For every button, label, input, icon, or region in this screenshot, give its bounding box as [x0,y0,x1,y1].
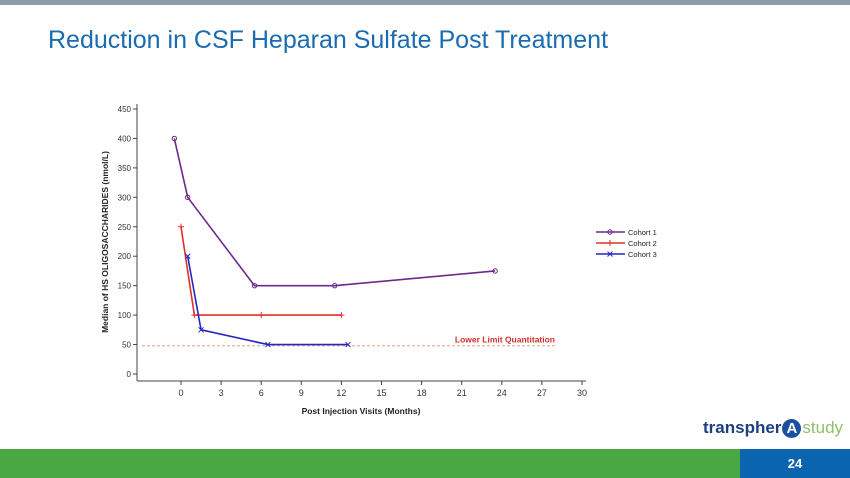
cohort-2-point [191,312,198,319]
lower-limit-label: Lower Limit Quantitation [455,335,555,345]
y-tick-label: 400 [118,134,132,143]
legend-marker-cohort-1 [607,229,613,235]
x-tick-label: 3 [219,388,224,398]
x-tick-label: 0 [178,388,183,398]
cohort-1-point [251,282,258,289]
y-axis-label: Median of HS OLIGOSACCHARIDES (nmol/L) [100,151,110,333]
x-tick-label: 24 [497,388,507,398]
cohort-1-line [173,138,496,287]
legend-label-cohort-3: Cohort 3 [628,250,657,259]
logo-text-2: study [802,418,844,437]
y-tick-label: 300 [118,193,132,202]
cohort-3-point [184,253,191,260]
x-tick-label: 27 [537,388,547,398]
cohort-2-point [258,312,265,319]
x-tick-label: 21 [457,388,467,398]
y-tick-label: 150 [118,282,132,291]
x-tick-label: 6 [259,388,264,398]
cohort-2-line [180,226,342,316]
legend-marker-cohort-2 [607,240,613,246]
cohort-1-point [184,194,191,201]
x-tick-label: 18 [417,388,427,398]
cohort-1-point [171,135,178,142]
cohort-3-point [345,341,351,348]
legend-label-cohort-1: Cohort 1 [628,228,657,237]
cohort-2-point [338,312,345,319]
y-tick-label: 450 [118,105,132,114]
cohort-3-line [186,256,349,346]
y-tick-label: 200 [118,252,132,261]
cohort-3-point [265,341,271,348]
page-title: Reduction in CSF Heparan Sulfate Post Tr… [48,26,609,54]
logo-mark: A [782,418,802,438]
transphera-logo: transpher A study [703,418,843,438]
x-tick-label: 12 [336,388,346,398]
y-tick-label: 0 [127,370,132,379]
logo-text-1: transpher [703,418,782,437]
cohort-1-point [332,282,338,289]
cohort-3-point [198,326,204,333]
cohort-2-point [178,223,184,230]
x-tick-label: 15 [376,388,386,398]
x-tick-label: 30 [577,388,587,398]
y-tick-label: 100 [118,311,132,320]
x-axis-label: Post Injection Visits (Months) [302,406,421,416]
top-bar [0,0,850,5]
cohort-1-point [492,268,498,274]
y-tick-label: 250 [118,223,132,232]
y-tick-label: 350 [118,164,132,173]
y-tick-label: 50 [122,341,131,350]
footer-bar [0,449,740,478]
x-tick-label: 9 [299,388,304,398]
legend-label-cohort-2: Cohort 2 [628,239,657,248]
legend-marker-cohort-3 [607,251,613,257]
page-number: 24 [740,449,850,478]
